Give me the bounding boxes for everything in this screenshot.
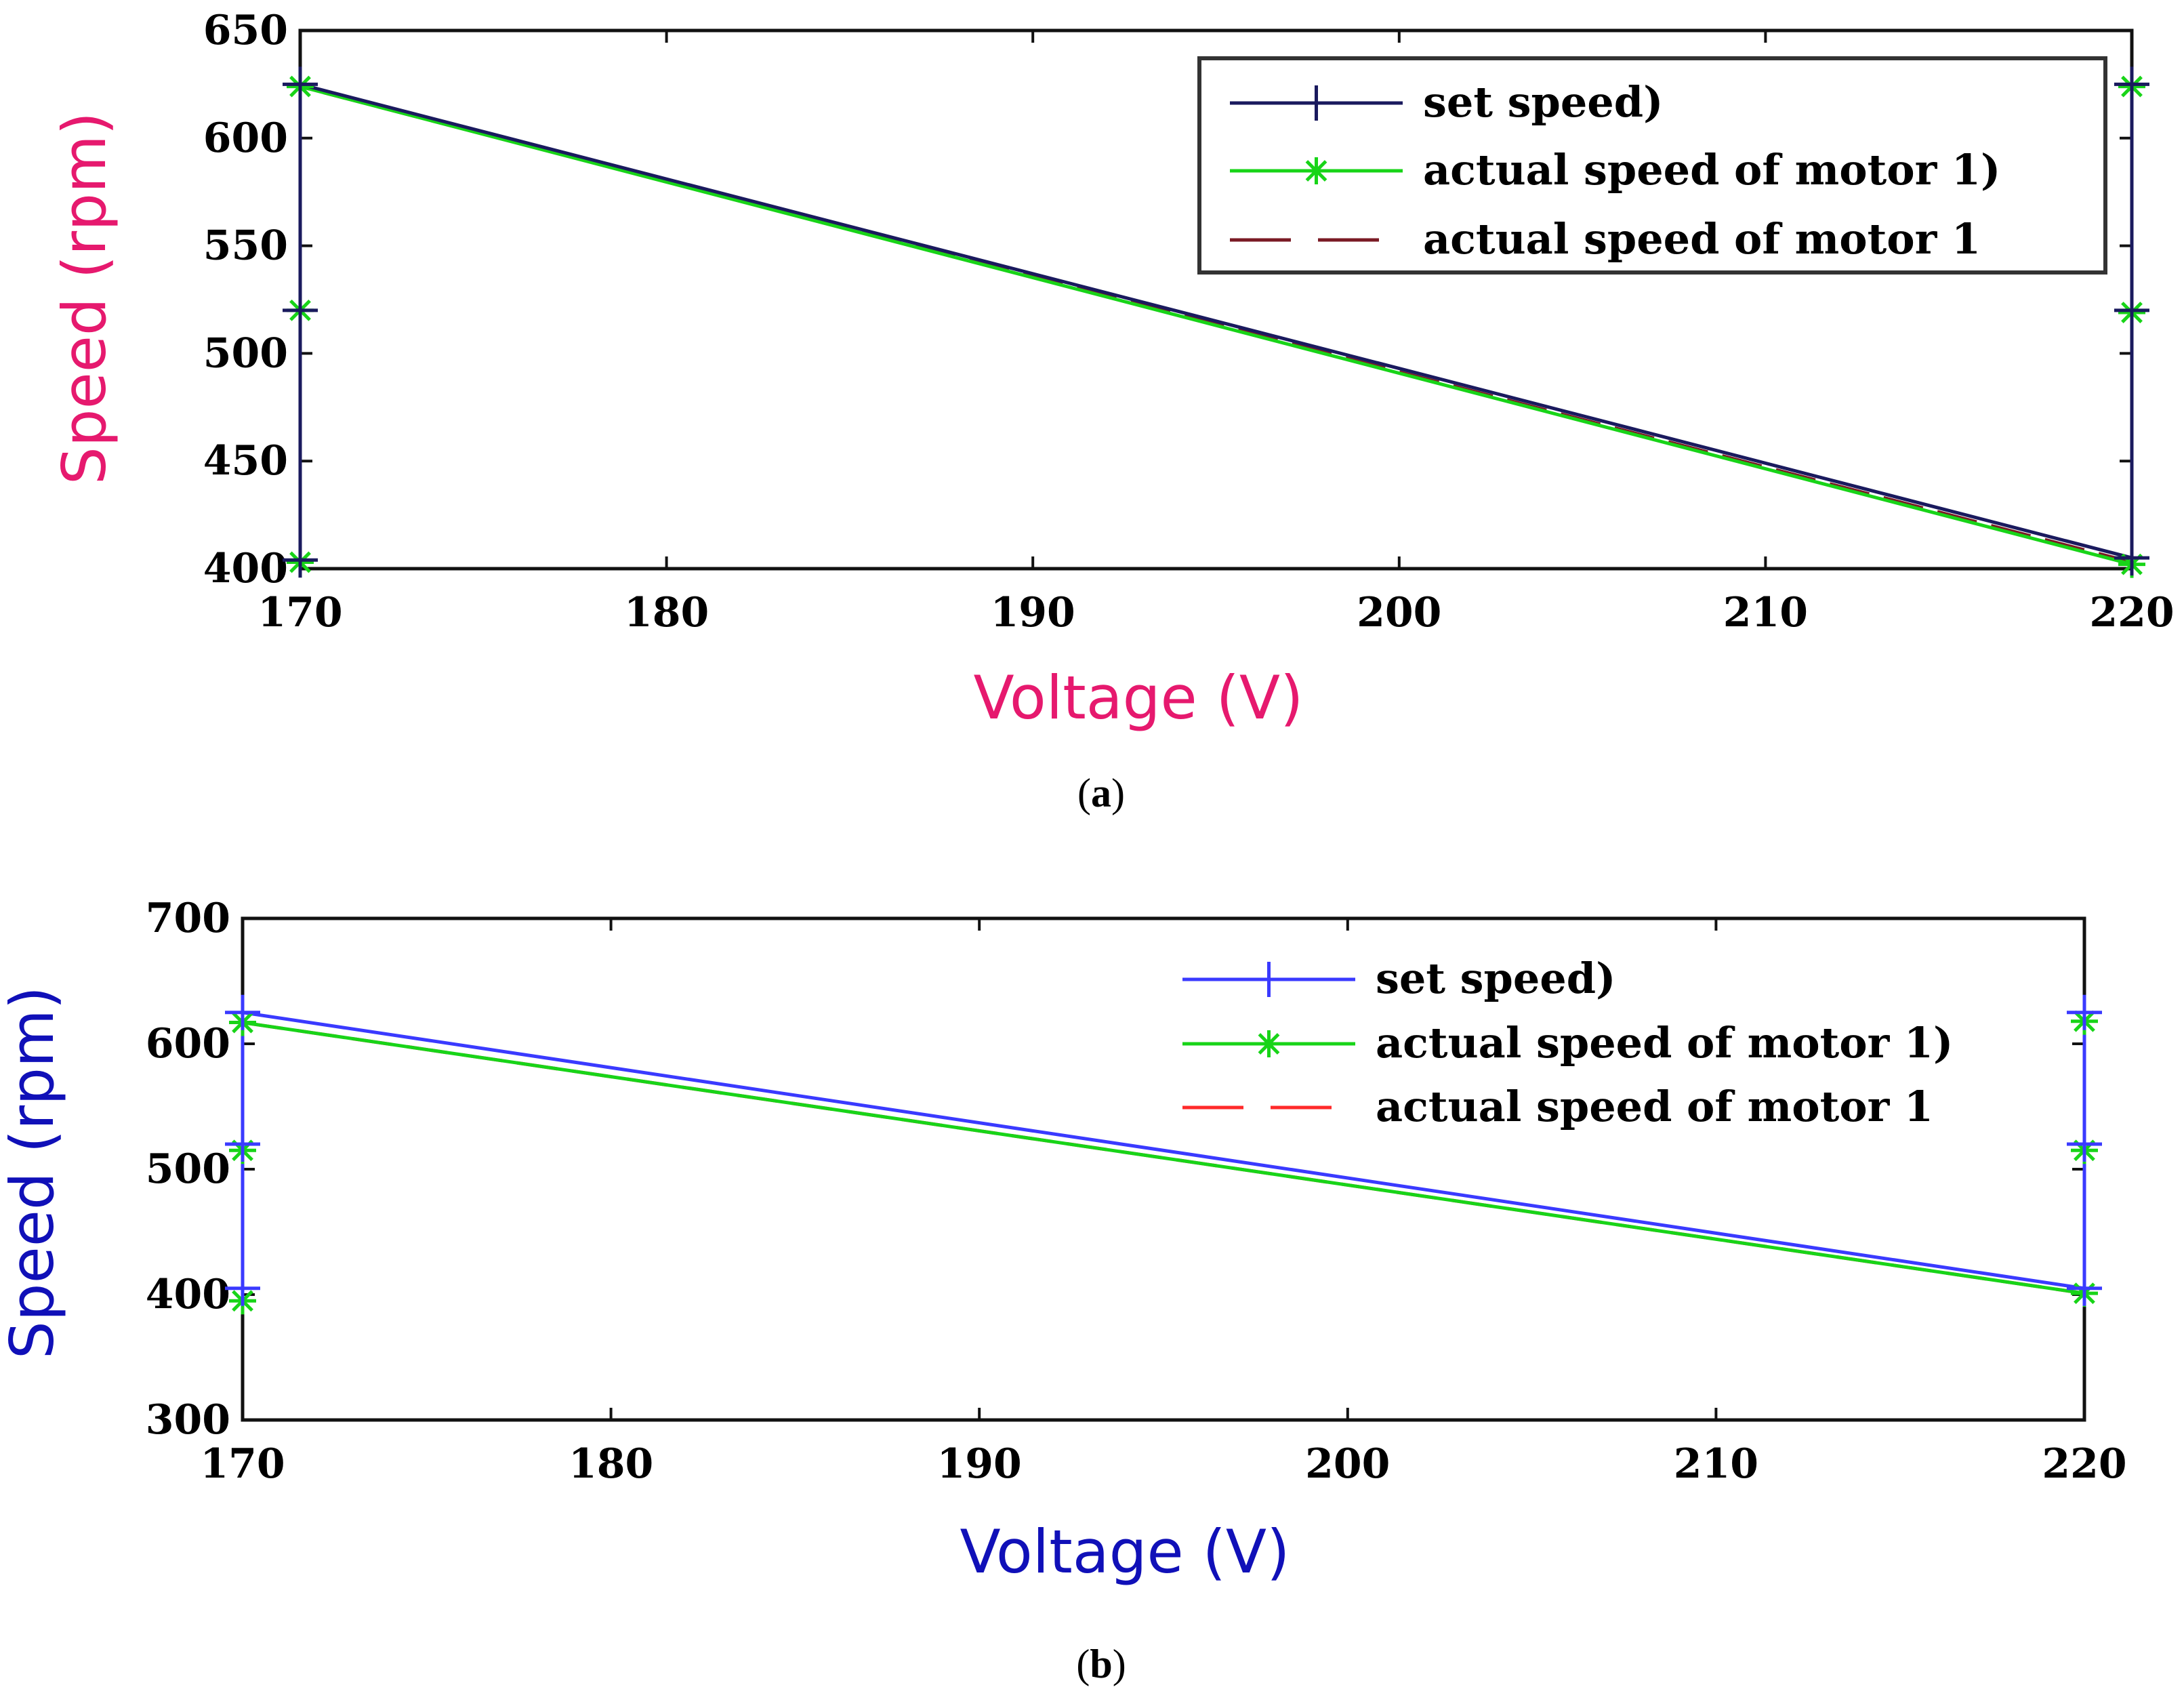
x-tick-label: 210: [1723, 589, 1808, 636]
series-1-marker: [225, 994, 260, 1030]
series-1-marker: [225, 1270, 260, 1306]
y-tick-label: 400: [146, 1271, 230, 1318]
y-tick-label: 650: [203, 7, 288, 54]
legend-marker-2: [1302, 157, 1330, 184]
plot-area: [241, 916, 2086, 1422]
y-tick-label: 600: [203, 115, 288, 162]
x-tick-label: 210: [1674, 1440, 1758, 1488]
series-1-marker: [2114, 66, 2149, 102]
chart-panel-b: 170 180 190 200 210 220 300 400 500 600 700 set spe…: [0, 895, 2127, 1686]
legend-marker-1: [1298, 85, 1334, 121]
series-1-marker: [2114, 292, 2149, 328]
y-axis-label: Speed (rpm): [49, 112, 119, 485]
x-axis-label: Voltage (V): [974, 663, 1304, 733]
series-1-marker: [2067, 1126, 2102, 1162]
x-tick-label: 180: [569, 1440, 653, 1488]
legend-label-3: actual speed of motor 1: [1376, 1082, 1933, 1131]
series-line-1: [241, 1011, 2086, 1291]
x-tick-label: 200: [1305, 1440, 1390, 1488]
panel-caption: (a): [1077, 771, 1125, 815]
chart-panel-a: 170 180 190 200 210 220 400 450 500 550 600 650 set …: [49, 7, 2175, 815]
y-tick-label: 500: [146, 1145, 230, 1193]
x-axis-label: Voltage (V): [960, 1517, 1290, 1587]
x-tick-label: 220: [2042, 1440, 2126, 1488]
x-tick-label: 190: [937, 1440, 1022, 1488]
series-1-marker: [2114, 540, 2149, 576]
y-tick-label: 700: [146, 895, 230, 942]
y-tick-label: 550: [203, 222, 288, 270]
y-tick-label: 600: [146, 1020, 230, 1068]
legend-label-1: set speed): [1423, 77, 1663, 127]
legend-label-1: set speed): [1376, 954, 1615, 1003]
y-tick-label: 400: [203, 545, 288, 592]
y-tick-label: 300: [146, 1396, 230, 1444]
series-1-marker: [2067, 1270, 2102, 1306]
series-1-marker: [225, 1126, 260, 1162]
x-tick-label: 170: [200, 1440, 285, 1488]
series-1-marker: [283, 292, 318, 328]
y-axis-label: Speed (rpm): [0, 986, 67, 1359]
series-1-marker: [283, 542, 318, 578]
x-tick-label: 180: [624, 589, 709, 636]
legend-label-3: actual speed of motor 1: [1423, 214, 1981, 264]
legend-box: [1197, 56, 2107, 275]
legend-label-2: actual speed of motor 1): [1376, 1018, 1953, 1068]
marker-arm: [1258, 1033, 1280, 1055]
x-tick-label: 200: [1357, 589, 1441, 636]
panel-caption: (b): [1076, 1642, 1126, 1686]
x-tick-label: 220: [2089, 589, 2174, 636]
legend-marker-2: [1255, 1030, 1283, 1057]
y-tick-label: 450: [203, 437, 288, 485]
marker-arm: [1305, 160, 1327, 182]
y-tick-label: 500: [203, 329, 288, 377]
series-1-marker: [2067, 994, 2102, 1030]
x-tick-label: 170: [257, 589, 342, 636]
series-line-1: [298, 82, 2134, 561]
legend-label-2: actual speed of motor 1): [1423, 145, 2000, 195]
x-tick-label: 190: [991, 589, 1075, 636]
series-1-marker: [283, 66, 318, 102]
legend-marker-1: [1251, 962, 1287, 997]
